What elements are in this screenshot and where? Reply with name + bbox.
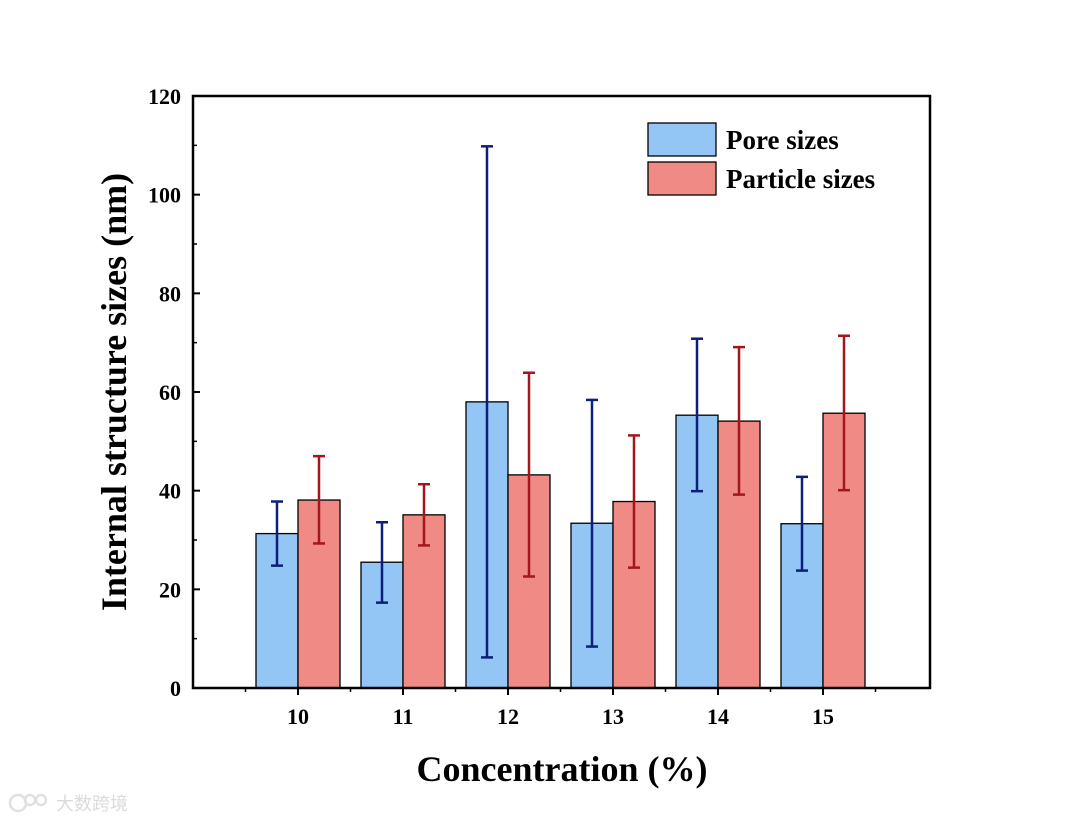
y-tick-label-100: 100 [148, 183, 181, 208]
logo-icon [8, 793, 48, 813]
x-tick-label-12: 12 [497, 704, 519, 729]
y-tick-label-120: 120 [148, 84, 181, 109]
y-tick-label-40: 40 [159, 479, 181, 504]
y-axis-title: Internal structure sizes (nm) [94, 173, 134, 611]
y-ticks-group: 0 20 40 60 80 100 120 [148, 84, 200, 701]
y-tick-label-0: 0 [170, 676, 181, 701]
legend-swatch-pore [647, 122, 717, 157]
bars-group [255, 401, 866, 689]
y-tick-label-20: 20 [159, 577, 181, 602]
error-bars-group [271, 145, 850, 659]
watermark: 大数跨境 [8, 790, 128, 816]
watermark-text: 大数跨境 [56, 794, 128, 815]
y-tick-label-60: 60 [159, 380, 181, 405]
x-tick-label-10: 10 [287, 704, 309, 729]
legend-label-particle: Particle sizes [726, 164, 875, 194]
x-tick-label-11: 11 [393, 704, 414, 729]
x-ticks-group: 10 11 12 13 14 15 [244, 688, 877, 729]
x-axis-title: Concentration (%) [417, 749, 708, 789]
x-tick-label-15: 15 [812, 704, 834, 729]
bar-particle-11 [402, 514, 446, 689]
y-tick-label-80: 80 [159, 281, 181, 306]
x-tick-label-14: 14 [707, 704, 729, 729]
x-tick-label-13: 13 [602, 704, 624, 729]
legend-swatch-particle [647, 161, 717, 196]
legend: Pore sizes Particle sizes [647, 122, 875, 196]
legend-label-pore: Pore sizes [726, 125, 839, 155]
